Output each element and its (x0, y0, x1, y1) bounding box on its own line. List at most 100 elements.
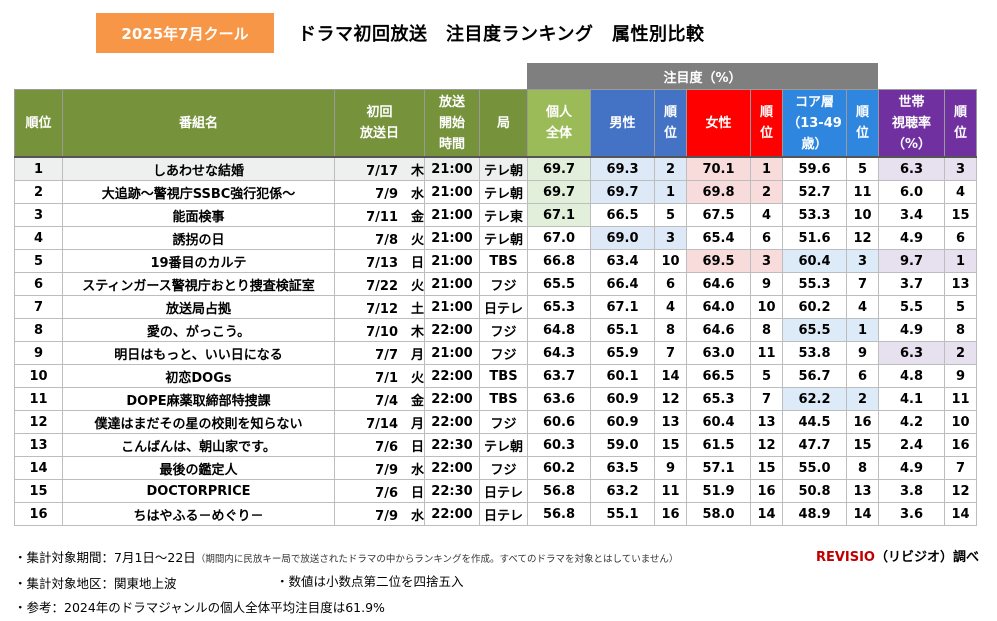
cell-household: 4.2 (878, 410, 945, 434)
cell-rank: 9 (14, 341, 63, 365)
cell-time: 22:00 (424, 502, 480, 526)
cell-rank: 2 (14, 180, 63, 204)
cell-male: 63.5 (590, 456, 655, 480)
cell-station: フジ (479, 318, 528, 342)
cell-household: 4.9 (878, 318, 945, 342)
credit: REVISIO（リビジオ）調べ (816, 546, 979, 570)
cell-station: テレ朝 (479, 156, 528, 181)
cell-female: 51.9 (686, 479, 751, 503)
cell-title: こんばんは、朝山家です。 (62, 433, 335, 457)
cell-male: 59.0 (590, 433, 655, 457)
cell-date: 7/12 土 (334, 295, 425, 319)
table-row: 2 大追跡～警視庁SSBC強行犯係～ 7/9 水 21:00 テレ朝 69.7 69.7 1 6… (14, 180, 977, 204)
cell-female-rank: 3 (750, 249, 783, 273)
cell-household-rank: 14 (944, 502, 977, 526)
cell-core-rank: 2 (846, 387, 879, 411)
cell-individual: 63.6 (527, 387, 591, 411)
cell-household-rank: 15 (944, 203, 977, 227)
cell-male: 66.4 (590, 272, 655, 296)
cell-male-rank: 1 (654, 180, 687, 204)
cell-time: 22:00 (424, 364, 480, 388)
header-female-rank: 順 位 (750, 89, 783, 158)
cell-station: テレ朝 (479, 226, 528, 250)
table-row: 12 僕達はまだその星の校則を知らない 7/14 月 22:00 フジ 60.6 60.9 1… (14, 410, 977, 434)
table-row: 16 ちはやふる－めぐり－ 7/9 水 22:00 日テレ 56.8 55.1 16 58.0 1… (14, 502, 977, 526)
cell-female: 67.5 (686, 203, 751, 227)
cell-female-rank: 16 (750, 479, 783, 503)
cell-date: 7/9 水 (334, 180, 425, 204)
cell-station: 日テレ (479, 479, 528, 503)
cell-time: 21:00 (424, 272, 480, 296)
cell-male-rank: 16 (654, 502, 687, 526)
cell-male: 55.1 (590, 502, 655, 526)
cell-core: 62.2 (782, 387, 847, 411)
table-row: 9 明日はもっと、いい日になる 7/7 月 21:00 フジ 64.3 65.9 7 63.0 1… (14, 341, 977, 365)
cell-individual: 56.8 (527, 502, 591, 526)
cell-female-rank: 12 (750, 433, 783, 457)
table-row: 1 しあわせな結婚 7/17 木 21:00 テレ朝 69.7 69.3 2 70.1 1 59.6… (14, 156, 977, 181)
cell-title: 能面検事 (62, 203, 335, 227)
cell-core-rank: 9 (846, 341, 879, 365)
cell-male: 60.9 (590, 387, 655, 411)
cell-rank: 15 (14, 479, 63, 503)
header-household: 世帯 視聴率 （%） (878, 89, 945, 158)
cell-male-rank: 6 (654, 272, 687, 296)
cell-individual: 65.5 (527, 272, 591, 296)
cell-male-rank: 4 (654, 295, 687, 319)
table-row: 8 愛の、がっこう。 7/10 木 22:00 フジ 64.8 65.1 8 64.6 8 65.5… (14, 318, 977, 342)
note-period-detail: （期間内に民放キー局で放送されたドラマの中からランキングを作成。すべてのドラマを… (195, 554, 679, 565)
cell-core: 51.6 (782, 226, 847, 250)
cell-male: 60.9 (590, 410, 655, 434)
cell-core: 47.7 (782, 433, 847, 457)
cell-core-rank: 6 (846, 364, 879, 388)
cell-female: 64.0 (686, 295, 751, 319)
cell-individual: 65.3 (527, 295, 591, 319)
cell-household: 5.5 (878, 295, 945, 319)
cell-female: 63.0 (686, 341, 751, 365)
cell-male-rank: 11 (654, 479, 687, 503)
cell-household-rank: 10 (944, 410, 977, 434)
cell-household-rank: 11 (944, 387, 977, 411)
cell-rank: 13 (14, 433, 63, 457)
cell-date: 7/7 月 (334, 341, 425, 365)
cell-rank: 14 (14, 456, 63, 480)
cell-title: 誘拐の日 (62, 226, 335, 250)
cell-core: 55.0 (782, 456, 847, 480)
cell-male-rank: 13 (654, 410, 687, 434)
cell-rank: 12 (14, 410, 63, 434)
table-row: 15 DOCTORPRICE 7/6 日 22:30 日テレ 56.8 63.2 11 51.9… (14, 479, 977, 503)
cell-household: 3.4 (878, 203, 945, 227)
cell-core-rank: 11 (846, 180, 879, 204)
cell-household-rank: 8 (944, 318, 977, 342)
cell-core-rank: 15 (846, 433, 879, 457)
cell-individual: 66.8 (527, 249, 591, 273)
footnotes: ・集計対象期間：7月1日～22日（期間内に民放キー局で放送されたドラマの中からラ… (14, 546, 678, 620)
cell-household-rank: 2 (944, 341, 977, 365)
cell-time: 21:00 (424, 341, 480, 365)
cell-female-rank: 11 (750, 341, 783, 365)
cell-female-rank: 4 (750, 203, 783, 227)
cell-station: 日テレ (479, 502, 528, 526)
cell-female: 65.4 (686, 226, 751, 250)
cell-time: 21:00 (424, 249, 480, 273)
table-row: 11 DOPE麻薬取締部特捜課 7/4 金 22:00 TBS 63.6 60.9 12 65.… (14, 387, 977, 411)
cell-date: 7/11 金 (334, 203, 425, 227)
ranking-table: 順位 番組名 初回 放送日 放送 開始 時間 局 個人 全体 男性 順 位 女性… (14, 89, 977, 526)
cell-station: テレ朝 (479, 433, 528, 457)
attention-group-header: 注目度（%） (527, 63, 878, 89)
cell-individual: 60.6 (527, 410, 591, 434)
cell-core: 59.6 (782, 156, 847, 181)
header-individual: 個人 全体 (527, 89, 591, 158)
cell-title: 僕達はまだその星の校則を知らない (62, 410, 335, 434)
header-program: 番組名 (62, 89, 335, 158)
cell-rank: 7 (14, 295, 63, 319)
cell-station: フジ (479, 272, 528, 296)
cell-core-rank: 4 (846, 295, 879, 319)
cell-rank: 4 (14, 226, 63, 250)
note-region: ・集計対象地区：関東地上波 (14, 576, 177, 591)
brand-logo-text: REVISIO (815, 550, 875, 565)
cell-household-rank: 3 (944, 156, 977, 181)
header-air-time: 放送 開始 時間 (424, 89, 480, 158)
cell-female: 64.6 (686, 272, 751, 296)
cell-core-rank: 14 (846, 502, 879, 526)
